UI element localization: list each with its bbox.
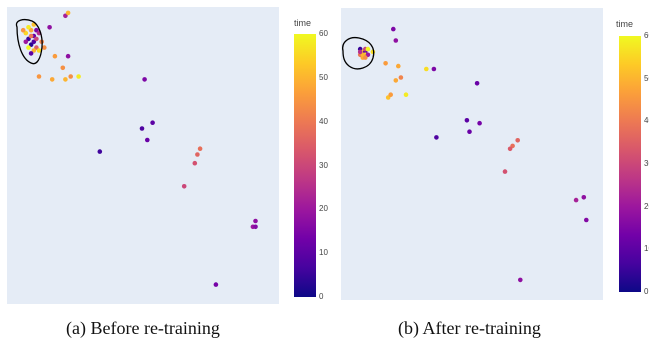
data-point [26, 25, 31, 30]
data-point [195, 152, 200, 157]
colorbar-tick-label: 40 [644, 116, 649, 126]
data-point [28, 33, 34, 39]
colorbar-tick-label: 50 [319, 72, 328, 82]
data-point [65, 53, 71, 59]
data-point [36, 48, 42, 53]
data-point [150, 120, 155, 125]
data-point [393, 38, 399, 43]
data-point [145, 137, 150, 143]
data-point [363, 55, 368, 60]
colorbar-tick-label: 0 [644, 287, 649, 296]
data-point [434, 135, 439, 140]
data-point [467, 129, 472, 134]
data-point [192, 160, 198, 166]
data-point [63, 13, 68, 19]
colorbar [294, 34, 316, 297]
cluster-outline [15, 19, 43, 65]
data-point [357, 49, 363, 55]
data-point [477, 120, 482, 126]
data-point [139, 126, 145, 131]
data-point [398, 75, 404, 80]
data-point [431, 66, 437, 72]
data-point [31, 48, 37, 53]
caption-before: (a) Before re-training [66, 318, 220, 338]
data-point [253, 218, 258, 224]
data-point [515, 138, 520, 143]
colorbar-tick-label: 10 [319, 248, 328, 258]
data-point [60, 65, 66, 71]
colorbar-tick-label: 30 [319, 160, 328, 170]
data-point [34, 36, 39, 42]
data-point [181, 184, 187, 189]
scatter-panel-after: time 0 10 20 30 40 50 60 [335, 0, 649, 312]
data-point [388, 92, 393, 97]
data-point [49, 77, 55, 82]
data-point [464, 118, 470, 123]
plot-area [7, 7, 279, 304]
colorbar-tick-label: 20 [644, 201, 649, 211]
data-point [396, 63, 401, 69]
scatter-plot [342, 26, 589, 283]
plot-area [341, 8, 603, 300]
data-point [52, 53, 58, 59]
scatter-plot [15, 10, 258, 287]
data-point [42, 45, 47, 50]
scatter-panel-before: time 0 10 20 30 40 50 60 [0, 0, 330, 312]
cluster-outline [342, 36, 375, 70]
colorbar-tick-label: 10 [644, 244, 649, 254]
data-point [573, 197, 579, 203]
colorbar-tick-label: 50 [644, 73, 649, 83]
data-point [20, 27, 26, 33]
colorbar-tick-label: 40 [319, 116, 328, 126]
data-point [97, 149, 103, 154]
data-point [365, 46, 371, 52]
data-point [502, 169, 508, 174]
colorbar [619, 36, 641, 292]
colorbar-tick-label: 60 [319, 29, 328, 38]
data-point [63, 77, 68, 82]
colorbar-tick-label: 60 [644, 31, 649, 40]
data-point [142, 77, 147, 82]
caption-after: (b) After re-training [398, 318, 541, 338]
data-point [474, 81, 480, 86]
colorbar-tick-label: 20 [319, 204, 328, 214]
colorbar-title: time [294, 18, 312, 28]
data-point [581, 195, 587, 200]
data-point [213, 282, 219, 287]
data-point [383, 61, 388, 66]
data-point [393, 78, 399, 83]
data-point [68, 74, 73, 79]
data-point [26, 45, 31, 50]
data-point [424, 66, 429, 72]
data-point [65, 10, 71, 16]
data-point [584, 217, 589, 223]
data-point [47, 25, 52, 30]
colorbar-title: time [616, 19, 634, 29]
data-point [36, 74, 42, 79]
data-point [253, 224, 258, 230]
data-point [28, 51, 34, 56]
data-point [518, 277, 523, 283]
data-point [197, 146, 203, 151]
data-point [507, 146, 513, 152]
colorbar-tick-label: 30 [644, 159, 649, 168]
data-point [403, 92, 409, 97]
colorbar-tick-label: 0 [319, 292, 324, 301]
data-point [391, 26, 396, 32]
data-point [76, 74, 81, 79]
data-point [23, 39, 29, 45]
